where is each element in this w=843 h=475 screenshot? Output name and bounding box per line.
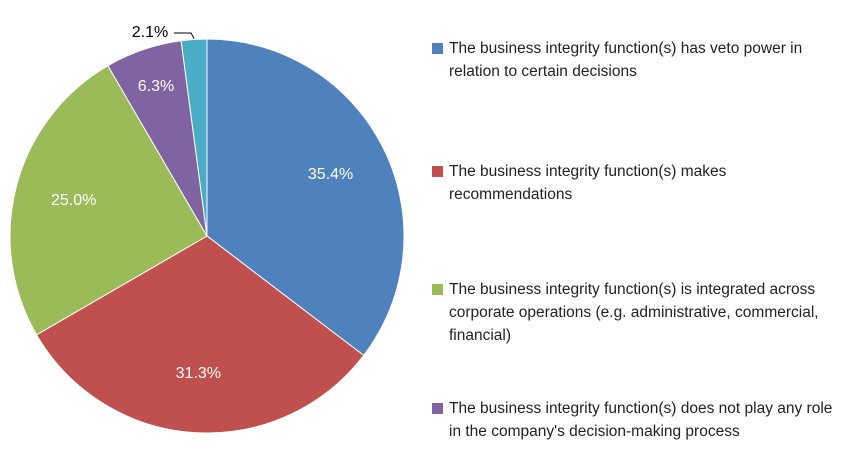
pie-slice [35, 235, 365, 434]
legend-entry: The business integrity function(s) does … [432, 397, 842, 443]
legend-entry: The business integrity function(s) is in… [432, 278, 842, 347]
data-label: 35.4% [308, 166, 353, 183]
legend-entry: The business integrity function(s) makes… [432, 160, 842, 206]
legend-label: The business integrity function(s) has v… [449, 40, 803, 80]
legend-swatch [432, 403, 443, 414]
legend-swatch [432, 284, 443, 295]
leader-line [174, 32, 195, 39]
legend-swatch [432, 166, 443, 177]
legend-entry: The business integrity function(s) has v… [432, 37, 842, 83]
pie-slice [9, 65, 208, 336]
pie-slice [180, 38, 208, 237]
data-label: 2.1% [132, 24, 168, 41]
data-label: 31.3% [176, 365, 221, 382]
data-label: 6.3% [138, 78, 174, 95]
pie-slice [206, 38, 405, 357]
legend-label: The business integrity function(s) does … [449, 400, 833, 440]
data-label: 25.0% [51, 192, 96, 209]
legend-label: The business integrity function(s) makes… [449, 163, 727, 203]
legend-label: The business integrity function(s) is in… [449, 281, 819, 344]
legend-swatch [432, 43, 443, 54]
